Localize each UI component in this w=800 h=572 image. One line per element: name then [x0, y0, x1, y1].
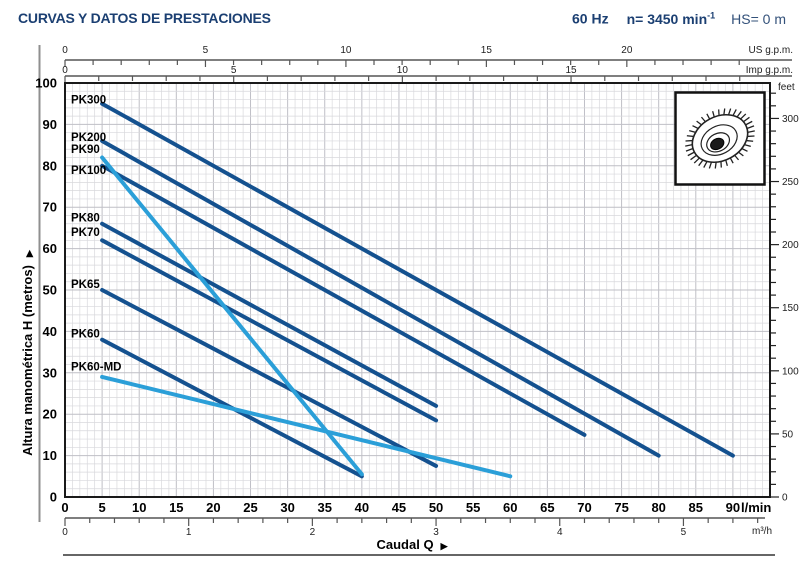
svg-text:5: 5 [98, 500, 105, 515]
svg-text:10: 10 [397, 65, 409, 76]
svg-text:10: 10 [43, 448, 57, 463]
frequency-value: 60 Hz [572, 10, 609, 27]
svg-text:20: 20 [43, 407, 57, 422]
page-title: CURVAS Y DATOS DE PRESTACIONES [18, 10, 271, 26]
svg-text:10: 10 [132, 500, 146, 515]
svg-text:5: 5 [231, 65, 237, 76]
svg-text:50: 50 [43, 283, 57, 298]
svg-text:1: 1 [186, 527, 192, 538]
svg-text:40: 40 [43, 324, 57, 339]
rotation-speed-value: n= 3450 min-1 [626, 10, 716, 27]
svg-text:Caudal Q▶: Caudal Q ▶ [377, 537, 449, 552]
svg-text:70: 70 [577, 500, 591, 515]
svg-text:30: 30 [280, 500, 294, 515]
curve-label-PK100: PK100 [71, 165, 106, 177]
svg-text:60: 60 [503, 500, 517, 515]
svg-text:35: 35 [318, 500, 332, 515]
svg-text:65: 65 [540, 500, 554, 515]
svg-text:5: 5 [681, 527, 687, 538]
svg-text:45: 45 [392, 500, 406, 515]
svg-text:40: 40 [355, 500, 369, 515]
curve-PK60-MD [100, 374, 513, 479]
curve-PK70 [100, 238, 439, 423]
x-axis-title: Caudal Q ▶ [377, 537, 449, 552]
svg-text:50: 50 [429, 500, 443, 515]
page-header: CURVAS Y DATOS DE PRESTACIONES 60 Hz n= 3… [0, 8, 800, 34]
curve-PK90 [100, 155, 364, 477]
svg-text:2: 2 [310, 527, 316, 538]
curve-labels: PK300 PK200 PK100 PK80 PK70 PK65 PK60 PK90 PK60-… [71, 95, 121, 374]
feet-axis: 0 50 100 150 200 250 300 feet [770, 82, 799, 504]
svg-text:30: 30 [43, 365, 57, 380]
curve-label-PK80: PK80 [71, 213, 100, 225]
imp-gpm-axis: 0 5 10 15 Imp g.p.m. [62, 65, 793, 83]
svg-text:5: 5 [203, 45, 209, 56]
svg-text:10: 10 [340, 45, 352, 56]
svg-text:20: 20 [621, 45, 633, 56]
x-axis-lmin: 0 5 10 15 20 25 30 35 40 45 50 55 60 65 70 75 80 85 90 l/mi… [61, 500, 771, 515]
curve-PK100 [100, 163, 587, 437]
svg-text:0: 0 [782, 493, 788, 504]
impeller-image [674, 91, 766, 186]
svg-text:l/min: l/min [741, 500, 771, 515]
svg-text:15: 15 [169, 500, 183, 515]
svg-text:US g.p.m.: US g.p.m. [749, 45, 793, 56]
svg-text:15: 15 [565, 65, 577, 76]
svg-text:0: 0 [62, 65, 68, 76]
suction-head-value: HS= 0 m [731, 10, 786, 27]
svg-text:50: 50 [782, 429, 794, 440]
svg-text:3: 3 [433, 527, 439, 538]
svg-text:250: 250 [782, 177, 799, 188]
svg-text:feet: feet [778, 82, 795, 93]
curve-PK80 [100, 221, 439, 408]
svg-text:20: 20 [206, 500, 220, 515]
svg-text:90: 90 [726, 500, 740, 515]
svg-text:70: 70 [43, 200, 57, 215]
curve-label-PK300: PK300 [71, 95, 106, 107]
svg-text:90: 90 [43, 117, 57, 132]
us-gpm-axis: 0 5 10 15 20 US g.p.m. [62, 45, 793, 67]
curve-label-PK65: PK65 [71, 279, 100, 291]
curve-label-PK70: PK70 [71, 227, 100, 239]
svg-text:80: 80 [651, 500, 665, 515]
svg-text:0: 0 [50, 490, 57, 505]
curve-PK65 [100, 288, 439, 468]
svg-text:25: 25 [243, 500, 257, 515]
svg-text:80: 80 [43, 158, 57, 173]
svg-text:0: 0 [62, 527, 68, 538]
plot-border [64, 82, 771, 498]
grid [64, 82, 771, 498]
pump-curves [100, 101, 735, 479]
svg-text:m³/h: m³/h [752, 526, 772, 537]
svg-text:60: 60 [43, 241, 57, 256]
svg-text:75: 75 [614, 500, 628, 515]
curve-label-PK90: PK90 [71, 144, 100, 156]
svg-text:0: 0 [62, 45, 68, 56]
y-axis-title: Altura manométrica H (metros)▶ [20, 249, 35, 456]
svg-text:85: 85 [689, 500, 703, 515]
curve-label-PK60: PK60 [71, 328, 100, 340]
svg-text:0: 0 [61, 500, 68, 515]
svg-text:100: 100 [35, 76, 57, 91]
svg-text:200: 200 [782, 240, 799, 251]
curve-PK200 [100, 138, 661, 458]
m3h-axis: 0 1 2 3 4 5 m³/h [62, 517, 772, 538]
curve-label-PK200: PK200 [71, 132, 106, 144]
svg-text:55: 55 [466, 500, 480, 515]
operating-conditions: 60 Hz n= 3450 min-1 HS= 0 m [572, 10, 786, 27]
svg-text:150: 150 [782, 303, 799, 314]
svg-text:Imp g.p.m.: Imp g.p.m. [746, 65, 793, 76]
curve-label-PK60-MD: PK60-MD [71, 362, 121, 374]
svg-text:300: 300 [782, 114, 799, 125]
svg-text:4: 4 [557, 527, 563, 538]
svg-text:100: 100 [782, 366, 799, 377]
curve-PK300 [100, 101, 735, 458]
svg-text:15: 15 [481, 45, 493, 56]
